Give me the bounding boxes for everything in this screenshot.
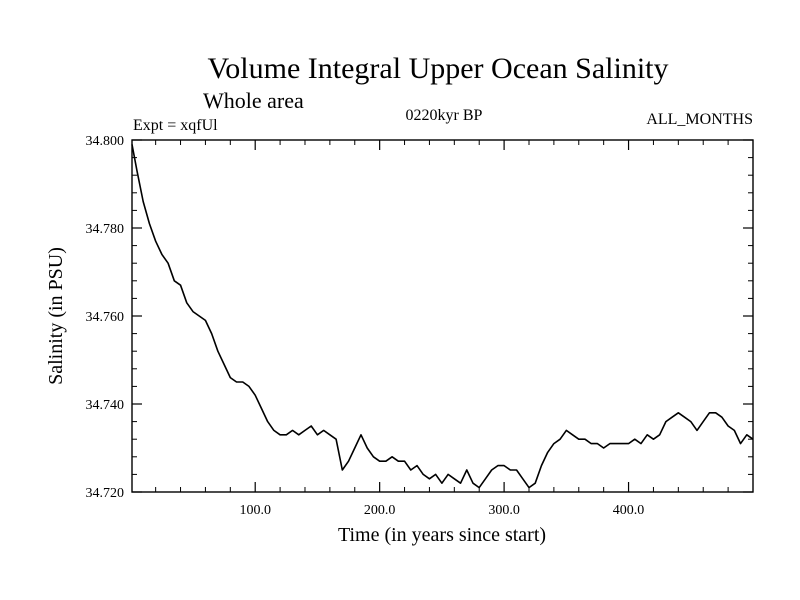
experiment-label: Expt = xqfUl (133, 117, 218, 134)
y-tick-label: 34.780 (86, 222, 125, 237)
x-tick-label: 100.0 (239, 503, 271, 518)
y-tick-label: 34.800 (86, 134, 125, 149)
chart-subtitle: Whole area (203, 88, 304, 113)
x-tick-label: 400.0 (613, 503, 645, 518)
x-tick-label: 200.0 (364, 503, 396, 518)
y-tick-label: 34.720 (86, 486, 125, 501)
y-tick-label: 34.760 (86, 310, 125, 325)
x-tick-label: 300.0 (488, 503, 520, 518)
plot-frame (131, 139, 754, 493)
x-minor-ticks (155, 140, 729, 492)
chart-title: Volume Integral Upper Ocean Salinity (208, 52, 669, 85)
x-axis-label: Time (in years since start) (338, 524, 546, 546)
y-tick-label: 34.740 (86, 398, 125, 413)
y-minor-ticks (132, 157, 753, 475)
months-label: ALL_MONTHS (646, 111, 753, 128)
period-label: 0220kyr BP (406, 107, 483, 124)
salinity-series-line (131, 144, 754, 489)
y-axis: 34.720 34.740 34.760 34.780 34.800 (86, 134, 753, 501)
y-axis-label: Salinity (in PSU) (45, 247, 67, 385)
x-axis: 100.0 200.0 300.0 400.0 (239, 140, 644, 518)
